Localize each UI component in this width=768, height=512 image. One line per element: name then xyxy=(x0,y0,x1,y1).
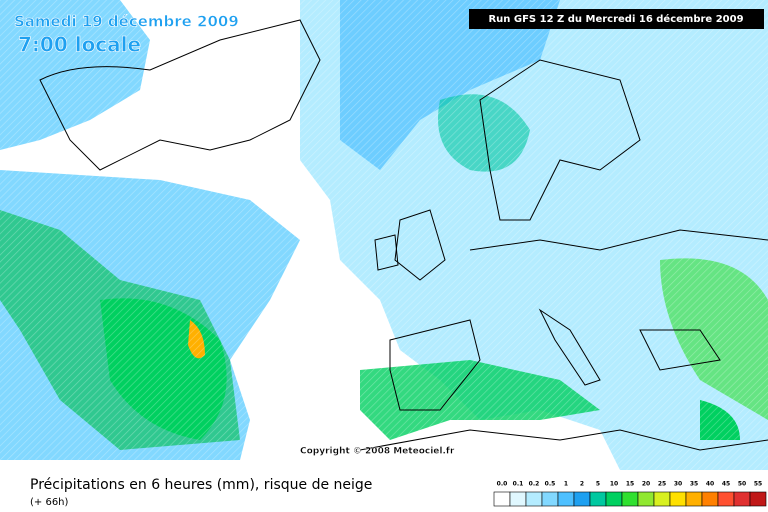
coastlines xyxy=(39,19,768,451)
legend-swatch xyxy=(509,491,527,507)
legend-swatch xyxy=(733,491,751,507)
legend-label: 55 xyxy=(754,481,762,488)
legend-swatch xyxy=(653,491,671,507)
legend-swatch xyxy=(557,491,575,507)
legend-label: 2 xyxy=(580,481,584,488)
legend-swatch xyxy=(605,491,623,507)
legend-label: 0.1 xyxy=(513,481,524,488)
legend-swatch xyxy=(669,491,687,507)
legend-label: 1 xyxy=(564,481,568,488)
legend-label: 0.0 xyxy=(497,481,508,488)
legend-swatch xyxy=(621,491,639,507)
legend-swatch xyxy=(701,491,719,507)
legend-swatch xyxy=(573,491,591,507)
legend-label: 40 xyxy=(706,481,714,488)
legend: 0.0 0.1 0.2 0.5 1 2 5 10 15 20 25 30 35 40 45 50 55 xyxy=(493,481,767,507)
legend-label: 25 xyxy=(658,481,666,488)
legend-swatch xyxy=(541,491,559,507)
legend-swatch xyxy=(749,491,767,507)
precipitation-field xyxy=(0,0,768,470)
legend-swatch xyxy=(525,491,543,507)
legend-label: 5 xyxy=(596,481,600,488)
footer-title: Précipitations en 6 heures (mm), risque … xyxy=(30,477,372,493)
date-label: Samedi 19 décembre 2009 xyxy=(14,13,239,31)
legend-label: 15 xyxy=(626,481,634,488)
legend-swatch xyxy=(717,491,735,507)
footer-lead: (+ 66h) xyxy=(30,497,69,508)
run-label: Run GFS 12 Z du Mercredi 16 décembre 200… xyxy=(488,13,743,25)
legend-label: 0.5 xyxy=(545,481,556,488)
legend-swatch xyxy=(493,491,511,507)
legend-label: 30 xyxy=(674,481,682,488)
time-label: 7:00 locale xyxy=(18,33,141,57)
legend-label: 35 xyxy=(690,481,698,488)
copyright: Copyright © 2008 Meteociel.fr xyxy=(300,447,455,457)
legend-label: 0.2 xyxy=(529,481,540,488)
legend-swatch xyxy=(685,491,703,507)
legend-swatch xyxy=(637,491,655,507)
legend-label: 10 xyxy=(610,481,618,488)
legend-label: 20 xyxy=(642,481,650,488)
legend-label: 50 xyxy=(738,481,746,488)
legend-label: 45 xyxy=(722,481,730,488)
run-banner xyxy=(469,9,764,29)
legend-swatch xyxy=(589,491,607,507)
